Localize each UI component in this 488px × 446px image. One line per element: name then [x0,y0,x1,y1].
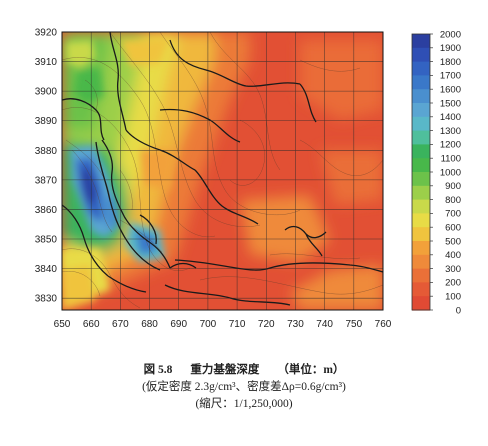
colorbar-swatch [412,241,430,256]
colorbar-label: 1800 [440,57,461,68]
colorbar-swatch [412,268,430,283]
colorbar-swatch [412,296,430,311]
map-grid [62,32,383,310]
colorbar-label: 700 [445,209,461,220]
colorbar-swatch [412,199,430,214]
colorbar-swatch [412,103,430,118]
colorbar-label: 900 [445,181,461,192]
colorbar-swatch [412,172,430,187]
y-axis-ticks: 3920 3910 3900 3890 3880 3870 3860 3850 3840 3830 [35,28,58,305]
contour-lines [62,32,383,309]
colorbar-swatch [412,75,430,90]
colorbar-label: 500 [445,236,461,247]
x-tick-label: 700 [200,319,217,330]
y-tick-label: 3910 [35,57,58,68]
colorbar-swatch [412,144,430,159]
y-tick-label: 3900 [35,87,58,98]
colorbar-label: 2000 [440,29,461,40]
colorbar-label: 1500 [440,98,461,109]
colorbar-label: 1200 [440,140,461,151]
colorbar-swatch [412,34,430,49]
x-tick-label: 760 [375,319,392,330]
x-axis-ticks: 650 660 670 680 690 700 710 720 730 740 750 760 [54,319,392,330]
depth-color-field [62,32,383,310]
colorbar-swatch [412,130,430,145]
caption-unit: （単位：m） [277,364,345,376]
colorbar-label: 1700 [440,71,461,82]
y-tick-label: 3850 [35,235,58,246]
x-tick-label: 690 [170,319,187,330]
colorbar-label: 200 [445,278,461,289]
colorbar-label: 1600 [440,85,461,96]
colorbar-swatch [412,116,430,132]
colorbar-swatch [412,185,430,201]
colorbar-label: 1900 [440,43,461,54]
depth-colorbar: 2000190018001700160015001400130012001100… [411,29,461,316]
x-tick-label: 720 [258,319,275,330]
y-tick-label: 3830 [35,294,58,305]
y-tick-label: 3920 [35,28,58,39]
colorbar-swatch [412,158,430,173]
colorbar-label: 1100 [441,154,461,165]
x-tick-label: 750 [345,319,362,330]
map-frame [61,31,384,311]
colorbar-swatch [412,282,430,297]
x-tick-label: 710 [229,319,246,330]
colorbar-swatch [412,254,430,270]
colorbar-label: 600 [445,223,461,234]
colorbar-label: 1400 [440,112,461,123]
coastline-and-boundaries [62,32,383,306]
caption-figure-number: 図 5.8 [143,364,173,376]
caption-scale-note: (縮尺：1/1,250,000) [195,398,293,410]
x-tick-label: 660 [83,319,100,330]
x-tick-label: 740 [316,319,333,330]
colorbar-swatch [412,89,430,104]
colorbar-swatch [412,213,430,228]
x-tick-label: 650 [54,319,71,330]
colorbar-label: 300 [445,264,461,275]
figure-caption: 図 5.8 重力基盤深度 （単位：m） (仮定密度 2.3g/cm³、密度差Δρ=0… [0,362,488,413]
x-tick-label: 670 [112,319,129,330]
colorbar-label: 800 [445,195,461,206]
caption-title-text: 重力基盤深度 [190,364,260,376]
y-tick-label: 3870 [35,175,58,186]
colorbar-label: 1300 [440,126,461,137]
colorbar-label: 0 [456,305,461,316]
y-tick-label: 3890 [35,116,58,127]
caption-title: 図 5.8 重力基盤深度 （単位：m） [0,362,488,379]
colorbar-label: 400 [445,250,461,261]
colorbar-label: 1000 [440,167,461,178]
y-tick-label: 3880 [35,146,58,157]
y-tick-label: 3840 [35,264,58,275]
colorbar-swatch [412,47,430,63]
colorbar-swatch [412,227,430,242]
colorbar-swatch [412,61,430,76]
caption-density-note: (仮定密度 2.3g/cm³、密度差Δρ=0.6g/cm³) [142,381,346,393]
colorbar-label: 100 [445,292,461,303]
y-tick-label: 3860 [35,205,58,216]
x-tick-label: 730 [287,319,304,330]
x-tick-label: 680 [141,319,158,330]
